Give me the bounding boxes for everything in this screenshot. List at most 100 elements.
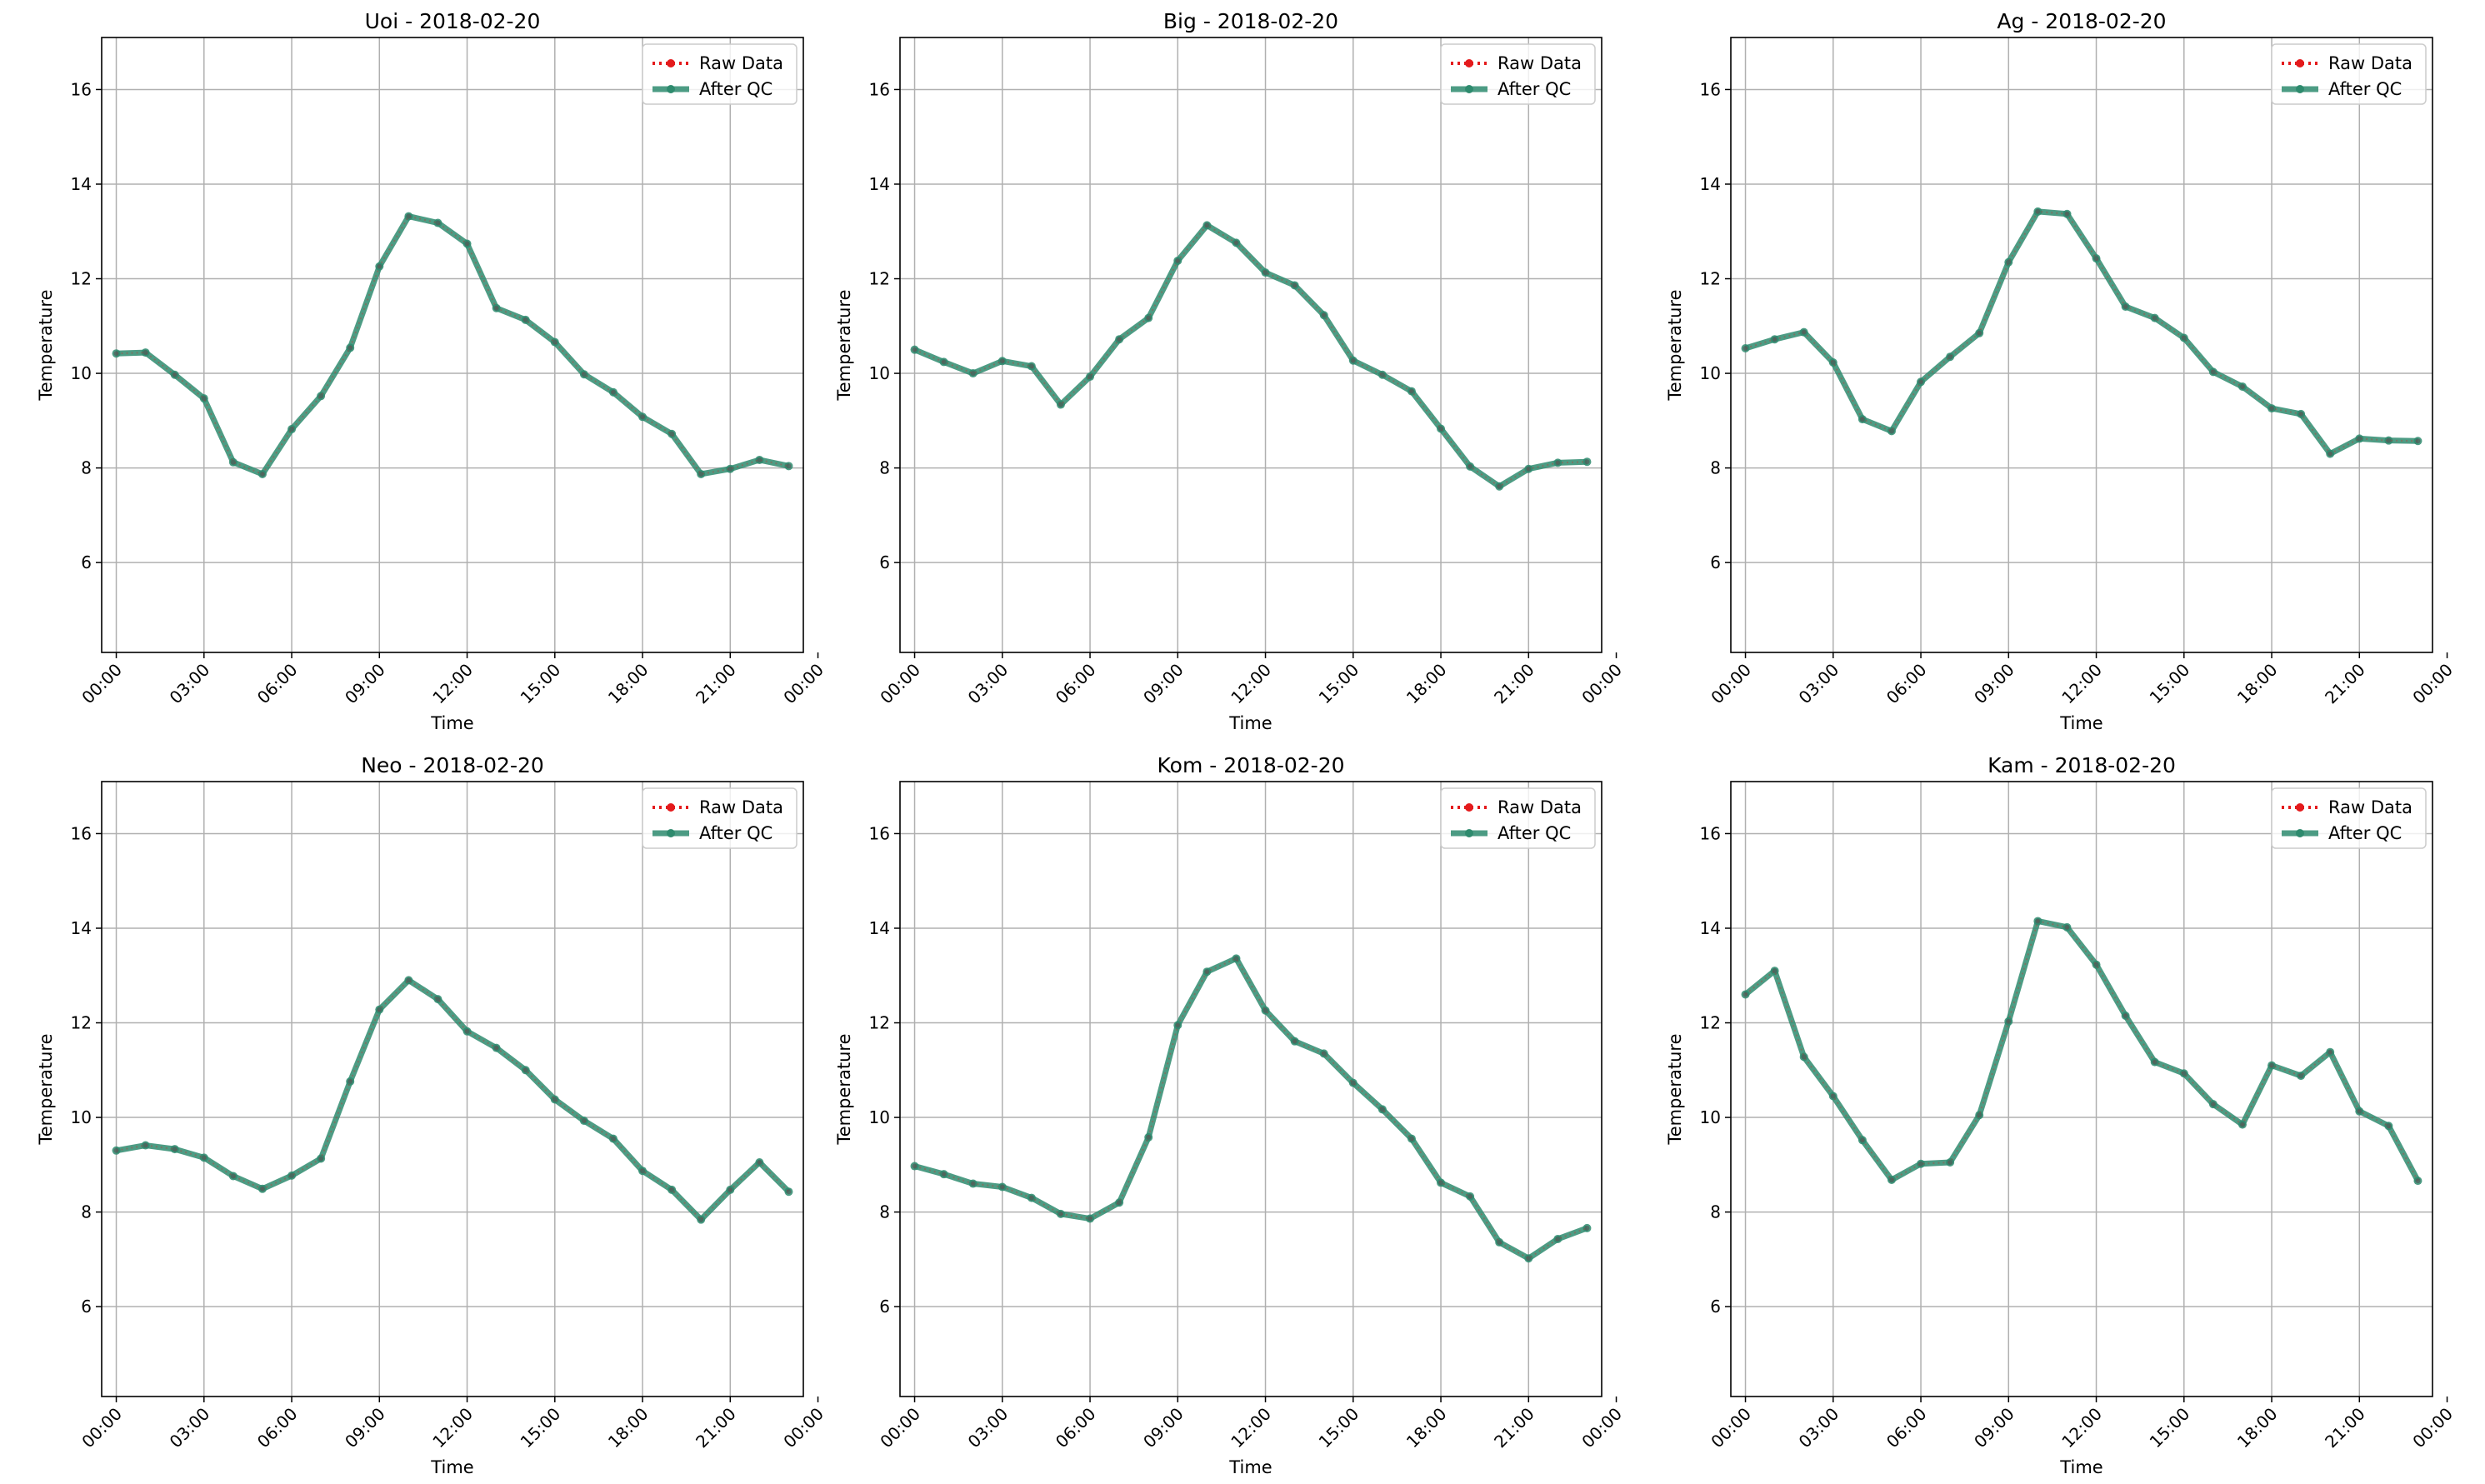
- raw-data-point: [1146, 1134, 1152, 1140]
- series-raw-data: [1742, 208, 2421, 457]
- raw-data-point: [1468, 463, 1473, 469]
- raw-data-point: [172, 372, 178, 377]
- raw-data-point: [2357, 436, 2362, 442]
- x-tick-label: 12:00: [2058, 660, 2106, 708]
- y-tick-label: 12: [71, 269, 92, 289]
- legend-raw-label: Raw Data: [699, 53, 783, 73]
- raw-data-point: [1497, 1239, 1502, 1245]
- y-tick-label: 12: [1700, 1013, 1721, 1033]
- raw-data-point: [142, 350, 148, 356]
- raw-data-point: [1088, 374, 1093, 380]
- y-axis-label: Temperature: [1665, 1033, 1685, 1145]
- raw-data-point: [2298, 411, 2304, 417]
- grid-lines: [900, 37, 1602, 652]
- x-tick-label: 09:00: [1139, 1404, 1188, 1452]
- raw-data-point: [1350, 1080, 1356, 1086]
- raw-data-point: [552, 339, 558, 345]
- raw-data-point: [230, 1173, 236, 1179]
- raw-data-point: [941, 1172, 947, 1177]
- x-tick-label: 09:00: [341, 660, 389, 708]
- y-tick-label: 6: [1710, 552, 1721, 572]
- y-tick-label: 14: [1700, 174, 1721, 194]
- raw-data-point: [1830, 360, 1836, 366]
- y-tick-label: 16: [71, 823, 92, 843]
- raw-data-point: [201, 396, 207, 402]
- raw-data-point: [377, 263, 382, 269]
- raw-data-point: [1204, 969, 1210, 975]
- y-tick-label: 6: [81, 552, 92, 572]
- legend: Raw Data After QC: [642, 787, 798, 849]
- y-tick-label: 6: [1710, 1297, 1721, 1317]
- y-tick-label: 10: [1700, 1107, 1721, 1127]
- x-tick-label: 03:00: [964, 660, 1012, 708]
- raw-data-point: [1772, 968, 1778, 974]
- raw-data-point: [2415, 438, 2421, 444]
- series-raw-data: [113, 213, 792, 477]
- raw-data-point: [669, 1187, 675, 1192]
- x-tick-label: 21:00: [2321, 660, 2369, 708]
- raw-data-point: [1028, 363, 1034, 369]
- raw-data-point: [377, 1007, 382, 1012]
- y-axis-label: Temperature: [834, 289, 854, 401]
- raw-data-point: [1117, 337, 1122, 342]
- legend-qc-marker: [2296, 85, 2304, 93]
- after-qc-line: [1744, 208, 2418, 457]
- x-tick-label: 06:00: [253, 660, 302, 708]
- after-qc-line: [115, 977, 791, 1223]
- raw-data-point: [318, 393, 324, 399]
- legend: Raw Data After QC: [1440, 43, 1596, 105]
- raw-data-point: [201, 1155, 207, 1161]
- x-tick-label: 03:00: [166, 1404, 214, 1452]
- raw-data-point: [1438, 426, 1444, 432]
- raw-data-point: [1555, 1236, 1561, 1242]
- raw-data-point: [259, 471, 265, 477]
- x-tick-label: 15:00: [517, 1404, 565, 1452]
- x-tick-label: 09:00: [1970, 660, 2018, 708]
- y-tick-label: 8: [879, 458, 890, 478]
- y-tick-label: 16: [1700, 79, 1721, 99]
- x-tick-label: 21:00: [2321, 1404, 2369, 1452]
- raw-data-point: [698, 1217, 704, 1222]
- raw-data-point: [1584, 1225, 1590, 1231]
- y-tick-label: 8: [81, 1202, 92, 1222]
- legend-qc-label: After QC: [699, 79, 772, 99]
- x-tick-label: 00:00: [876, 660, 924, 708]
- raw-data-point: [2269, 1062, 2275, 1068]
- x-tick-label: 09:00: [1970, 1404, 2018, 1452]
- x-tick-label: 15:00: [1315, 1404, 1363, 1452]
- series-raw-data: [1742, 918, 2421, 1184]
- y-tick-label: 14: [1700, 918, 1721, 938]
- x-tick-label: 12:00: [428, 1404, 477, 1452]
- chart-title: Kam - 2018-02-20: [1988, 753, 2176, 777]
- x-tick-label: 18:00: [604, 1404, 652, 1452]
- after-qc-line: [913, 222, 1588, 490]
- series-after-qc: [1741, 917, 2422, 1186]
- raw-data-point: [552, 1097, 558, 1102]
- y-tick-label: 16: [71, 79, 92, 99]
- raw-data-point: [698, 471, 704, 477]
- legend: Raw Data After QC: [1440, 787, 1596, 849]
- raw-data-point: [464, 1028, 470, 1034]
- y-tick-label: 6: [879, 1297, 890, 1317]
- x-tick-label: 06:00: [1052, 1404, 1100, 1452]
- raw-data-point: [2328, 451, 2333, 457]
- raw-data-point: [259, 1186, 265, 1192]
- y-tick-label: 8: [1710, 1202, 1721, 1222]
- legend-qc-label: After QC: [1498, 79, 1571, 99]
- raw-data-point: [1204, 222, 1210, 228]
- raw-data-point: [757, 1159, 762, 1165]
- chart-title: Uoi - 2018-02-20: [365, 9, 541, 33]
- y-tick-label: 8: [81, 458, 92, 478]
- chart-title: Neo - 2018-02-20: [361, 753, 544, 777]
- legend-qc-marker: [667, 85, 675, 93]
- raw-data-point: [493, 1045, 499, 1051]
- chart-title: Ag - 2018-02-20: [1997, 9, 2166, 33]
- raw-data-point: [1292, 1038, 1298, 1044]
- raw-data-point: [970, 1181, 976, 1187]
- raw-data-point: [757, 457, 762, 462]
- raw-data-point: [1948, 1159, 1953, 1165]
- x-tick-label: 21:00: [1490, 1404, 1538, 1452]
- raw-data-point: [289, 1172, 295, 1178]
- x-tick-label: 12:00: [1227, 660, 1275, 708]
- raw-data-point: [2064, 211, 2070, 217]
